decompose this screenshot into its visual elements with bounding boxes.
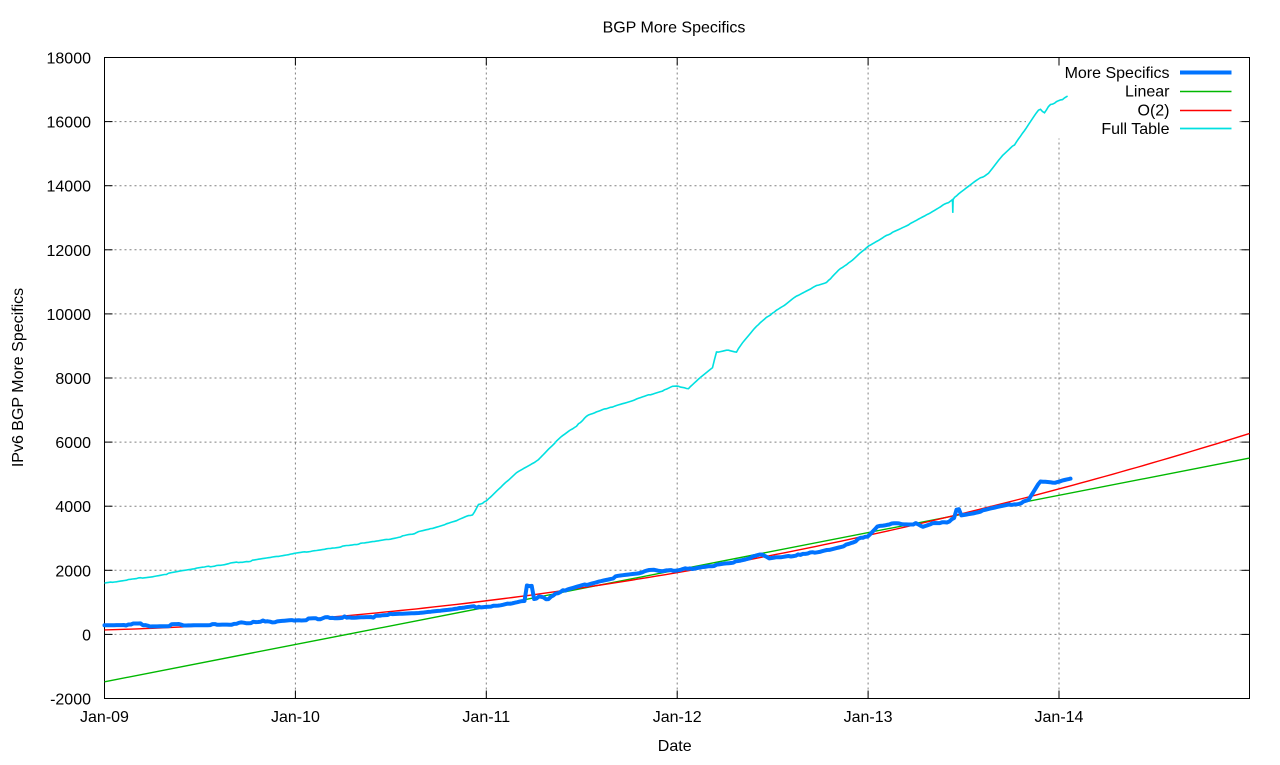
svg-text:Date: Date [658,738,692,755]
svg-text:Jan-13: Jan-13 [844,709,893,726]
svg-text:O(2): O(2) [1138,102,1170,119]
svg-text:6000: 6000 [55,435,91,452]
svg-text:Jan-10: Jan-10 [271,709,320,726]
svg-text:Jan-11: Jan-11 [462,709,510,726]
svg-text:Jan-09: Jan-09 [80,709,129,726]
svg-text:Jan-14: Jan-14 [1035,709,1084,726]
svg-text:2000: 2000 [55,563,91,580]
svg-text:-2000: -2000 [50,692,91,709]
svg-text:8000: 8000 [55,371,91,388]
svg-text:Full Table: Full Table [1101,121,1169,138]
svg-text:4000: 4000 [55,499,91,516]
svg-text:16000: 16000 [47,115,92,132]
svg-text:More Specifics: More Specifics [1065,65,1170,82]
svg-text:10000: 10000 [47,307,92,324]
svg-text:Linear: Linear [1125,84,1170,101]
svg-text:12000: 12000 [47,243,92,260]
svg-text:BGP More Specifics: BGP More Specifics [603,20,746,37]
svg-text:18000: 18000 [47,51,92,68]
svg-text:14000: 14000 [47,179,92,196]
svg-text:Jan-12: Jan-12 [653,709,702,726]
svg-text:0: 0 [82,627,91,644]
svg-text:IPv6 BGP More Specifics: IPv6 BGP More Specifics [10,288,27,467]
